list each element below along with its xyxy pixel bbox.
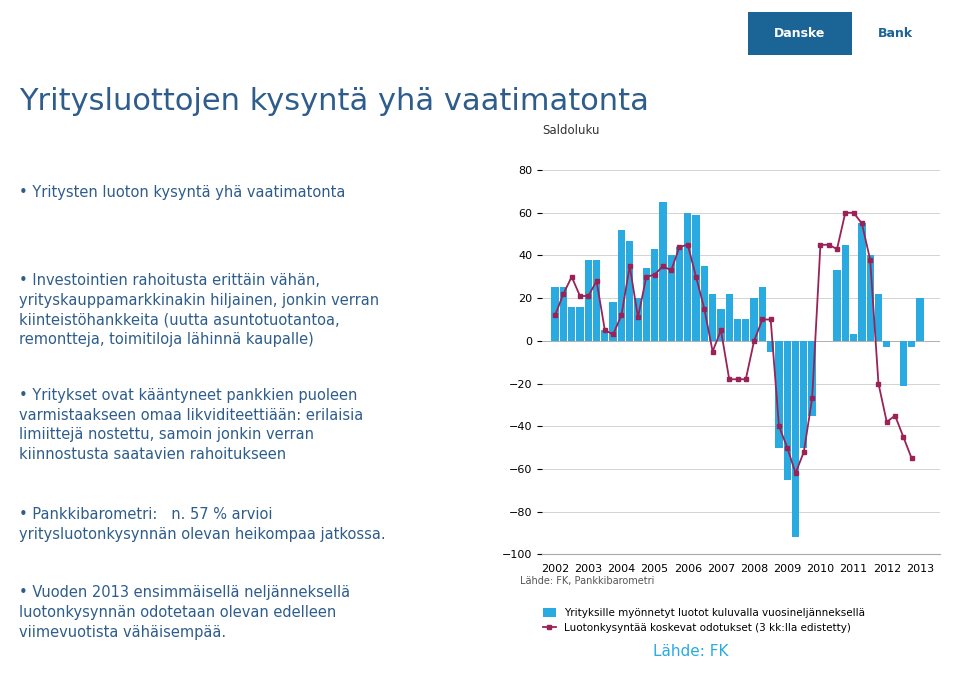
Text: Danske: Danske [774,27,826,41]
Bar [626,241,633,341]
Text: Lähde: FK: Lähde: FK [653,644,728,659]
Bar [792,341,799,537]
Bar [867,256,874,341]
Bar [709,294,716,341]
Text: • Pankkibarometri:   n. 57 % arvioi
yritysluotonkysynnän olevan heikompaa jatkos: • Pankkibarometri: n. 57 % arvioi yritys… [19,507,386,542]
Bar [551,287,559,341]
Bar [726,294,733,341]
Bar [634,298,642,341]
Text: Lähde: FK, Pankkibarometri: Lähde: FK, Pankkibarometri [520,576,654,586]
Bar [667,256,675,341]
Bar [676,247,683,341]
Bar [808,341,816,416]
Bar [742,320,749,341]
FancyBboxPatch shape [748,12,852,55]
Bar [833,270,841,341]
Bar [610,302,617,341]
Bar [692,215,700,341]
Bar [576,307,584,341]
Bar [842,245,849,341]
Bar [618,230,625,341]
Bar [767,341,774,352]
Text: • Investointien rahoitusta erittäin vähän,
yrityskauppamarkkinakin hiljainen, jo: • Investointien rahoitusta erittäin vähä… [19,273,380,347]
Bar [585,260,592,341]
Bar [651,249,658,341]
Bar [775,341,783,448]
Bar [908,341,915,347]
Text: Yritysluottojen kysyntä yhä vaatimatonta: Yritysluottojen kysyntä yhä vaatimatonta [19,87,649,116]
Bar [568,307,575,341]
Legend: Yrityksille myönnetyt luotot kuluvalla vuosineljänneksellä, Luotonkysyntää koske: Yrityksille myönnetyt luotot kuluvalla v… [543,608,865,633]
Bar [759,287,766,341]
Bar [593,260,600,341]
Bar [560,287,567,341]
Text: • Yritysten luoton kysyntä yhä vaatimatonta: • Yritysten luoton kysyntä yhä vaatimato… [19,185,345,201]
Bar [717,309,725,341]
Bar [734,320,741,341]
Text: Saldoluku: Saldoluku [542,124,599,137]
Bar [900,341,907,386]
Bar [850,335,857,341]
Text: • Vuoden 2013 ensimmäisellä neljänneksellä
luotonkysynnän odotetaan olevan edell: • Vuoden 2013 ensimmäisellä neljänneksel… [19,585,350,640]
Bar [916,298,924,341]
Bar [751,298,758,341]
Text: • Yritykset ovat kääntyneet pankkien puoleen
varmistaakseen omaa likviditeettiää: • Yritykset ovat kääntyneet pankkien puo… [19,388,363,462]
Bar [875,294,882,341]
Text: Bank: Bank [878,27,913,41]
Bar [883,341,890,347]
Bar [684,213,691,341]
Bar [601,330,609,341]
Bar [659,202,667,341]
Bar [643,268,650,341]
Bar [800,341,807,448]
Bar [858,224,866,341]
Bar [701,266,708,341]
Bar [784,341,791,479]
